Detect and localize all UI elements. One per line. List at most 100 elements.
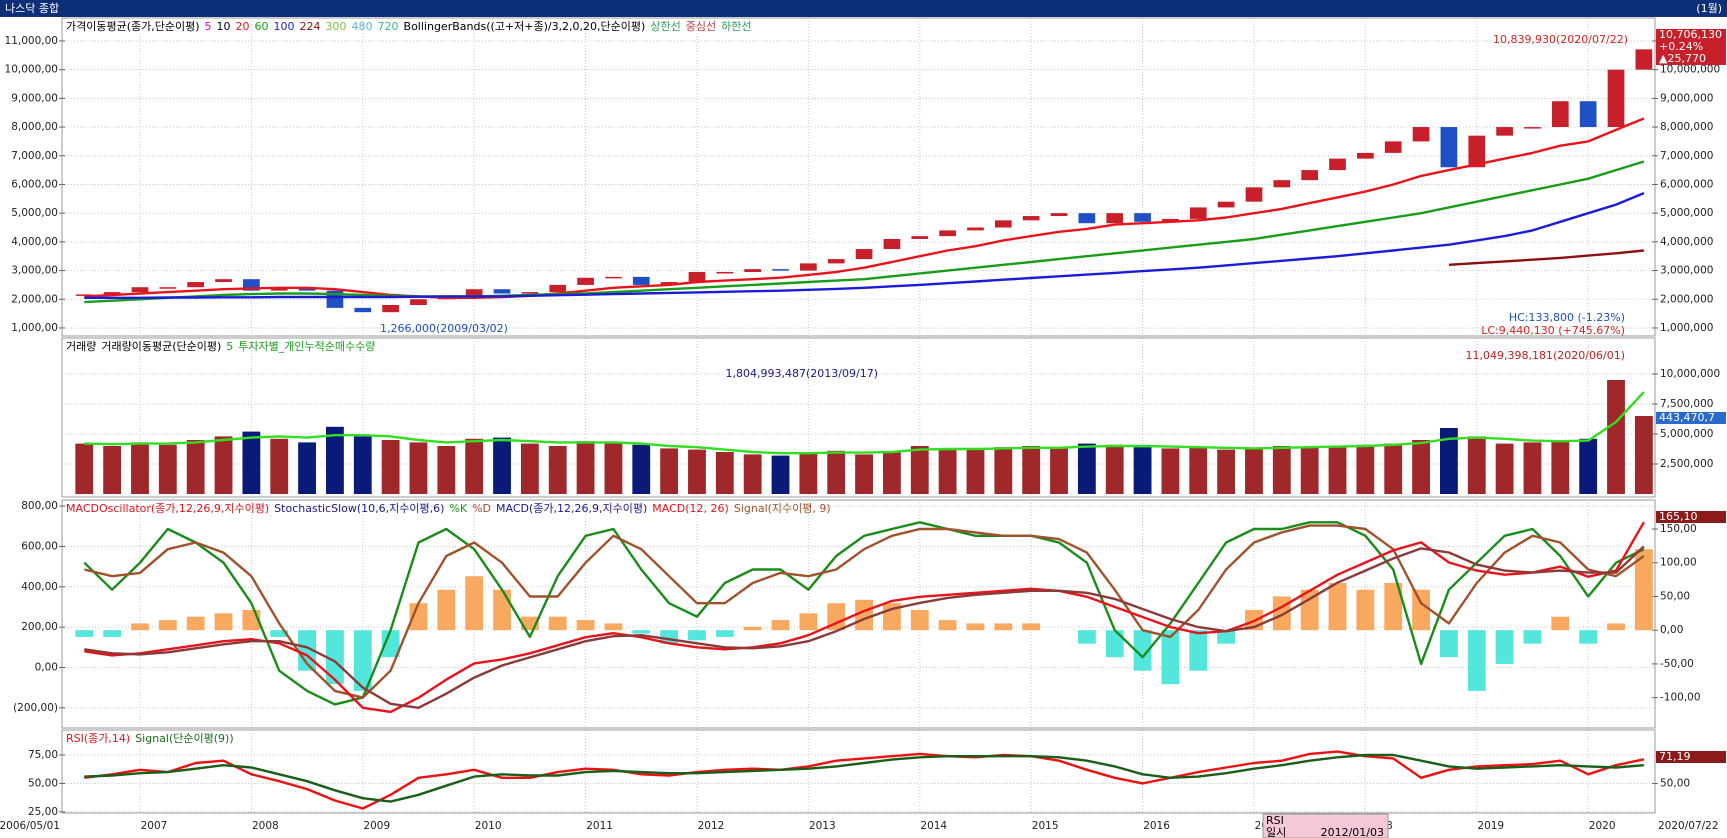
- candle: [1635, 49, 1653, 70]
- legend-item: 60: [255, 20, 269, 33]
- bar: [1384, 582, 1403, 631]
- candle: [465, 289, 483, 297]
- bar: [158, 620, 177, 631]
- value-marker: 71,19: [1659, 750, 1691, 763]
- candle: [883, 238, 901, 250]
- candle: [1301, 170, 1319, 181]
- legend-item: 20: [236, 20, 250, 33]
- candle: [744, 269, 762, 272]
- x-tick-label: 2012: [698, 820, 725, 832]
- bar: [1217, 449, 1236, 494]
- value-marker: 10,706,130: [1659, 28, 1722, 41]
- y-tick-label: 4,000,000: [1660, 236, 1713, 248]
- candle: [632, 276, 650, 285]
- bar: [1607, 380, 1625, 494]
- bar: [493, 589, 511, 631]
- bar: [1356, 444, 1375, 494]
- y-tick-label: 25,00: [28, 806, 58, 818]
- bar: [1217, 630, 1236, 644]
- y-tick-label: 7,000,00: [11, 150, 58, 162]
- bar: [938, 448, 957, 494]
- legend-item: 중심선: [686, 20, 716, 33]
- candle: [103, 292, 121, 295]
- bar: [827, 603, 846, 631]
- bar: [326, 630, 344, 685]
- candle: [1440, 127, 1458, 168]
- y-tick-label: 0,00: [1660, 624, 1683, 636]
- legend-item: 하한선: [721, 19, 751, 33]
- x-tick-label: 2014: [920, 820, 947, 832]
- tooltip-title: RSI: [1266, 814, 1284, 827]
- x-tick-label: 2015: [1032, 820, 1059, 832]
- value-marker-box: [1656, 53, 1726, 65]
- series-line: [84, 750, 1645, 810]
- candle: [1579, 101, 1597, 128]
- bar: [660, 448, 679, 494]
- bar: [1105, 444, 1124, 494]
- candle: [1217, 201, 1235, 208]
- y-tick-label: 4,000,00: [11, 236, 58, 248]
- candle: [1496, 127, 1513, 136]
- y-tick-label: 0,00: [35, 661, 58, 673]
- bar: [548, 446, 567, 494]
- candle: [994, 220, 1012, 228]
- panel-frame: [61, 17, 1656, 337]
- annotation: LC:9,440,130 (+745.67%): [1481, 324, 1625, 337]
- bar: [103, 446, 122, 494]
- y-tick-label: 5,000,000: [1660, 428, 1713, 440]
- candle: [1357, 152, 1374, 159]
- candle: [243, 279, 260, 291]
- legend-item: 거래량: [66, 340, 96, 353]
- panel-frame: [61, 729, 1656, 814]
- y-tick-label: 7,000,000: [1660, 150, 1713, 162]
- candle: [660, 282, 678, 285]
- bar: [799, 613, 818, 631]
- candle: [549, 284, 567, 293]
- bar: [520, 443, 539, 494]
- y-tick-label: 8,000,00: [11, 121, 58, 133]
- legend-item: RSI(종가,14): [66, 732, 130, 745]
- candle: [1412, 127, 1430, 142]
- series-line: [84, 160, 1645, 304]
- candle: [716, 271, 734, 274]
- candle: [131, 287, 149, 293]
- candle: [1189, 207, 1207, 219]
- bar: [465, 438, 484, 494]
- legend-item: BollingerBands((고+저+종)/3,2,0,20,단순이평): [404, 20, 646, 33]
- legend-item: 10: [217, 20, 231, 33]
- bar: [186, 616, 205, 631]
- candle: [967, 227, 984, 231]
- y-tick-label: 2,000,00: [11, 293, 58, 305]
- series-line: [84, 391, 1645, 455]
- tooltip-label: 일시: [1266, 825, 1286, 838]
- series-line: [84, 117, 1645, 299]
- candle: [605, 276, 622, 279]
- bar: [493, 437, 511, 494]
- y-tick-label: 7,500,000: [1660, 398, 1713, 410]
- bar: [270, 630, 289, 637]
- bar: [242, 431, 261, 494]
- legend-item: %K: [449, 502, 467, 515]
- candle: [855, 249, 873, 260]
- bar: [883, 452, 901, 494]
- x-tick-label: 2019: [1477, 820, 1504, 832]
- x-tick-label: 2020/07/22: [1658, 820, 1719, 832]
- bar: [1440, 428, 1458, 494]
- legend-item: 480: [352, 20, 373, 33]
- bar: [1133, 447, 1152, 494]
- bar: [576, 620, 595, 631]
- bar: [604, 623, 623, 631]
- plot-area: 1,000,00 2,000,00 3,000,00 4,000,00 5,000,00…: [0, 17, 1726, 832]
- period-label: (1월): [1696, 2, 1722, 15]
- legend-item: 720: [378, 20, 399, 33]
- y-tick-label: 2,500,000: [1660, 458, 1713, 470]
- bar: [1551, 616, 1570, 631]
- y-tick-label: 5,000,000: [1660, 207, 1713, 219]
- candle: [939, 230, 956, 237]
- candle: [354, 307, 372, 313]
- series-line: [83, 521, 1645, 706]
- legend-item: MACD(12, 26): [652, 502, 729, 515]
- bar: [1328, 582, 1347, 631]
- y-tick-label: 50,00: [1660, 777, 1690, 789]
- bar: [771, 620, 790, 631]
